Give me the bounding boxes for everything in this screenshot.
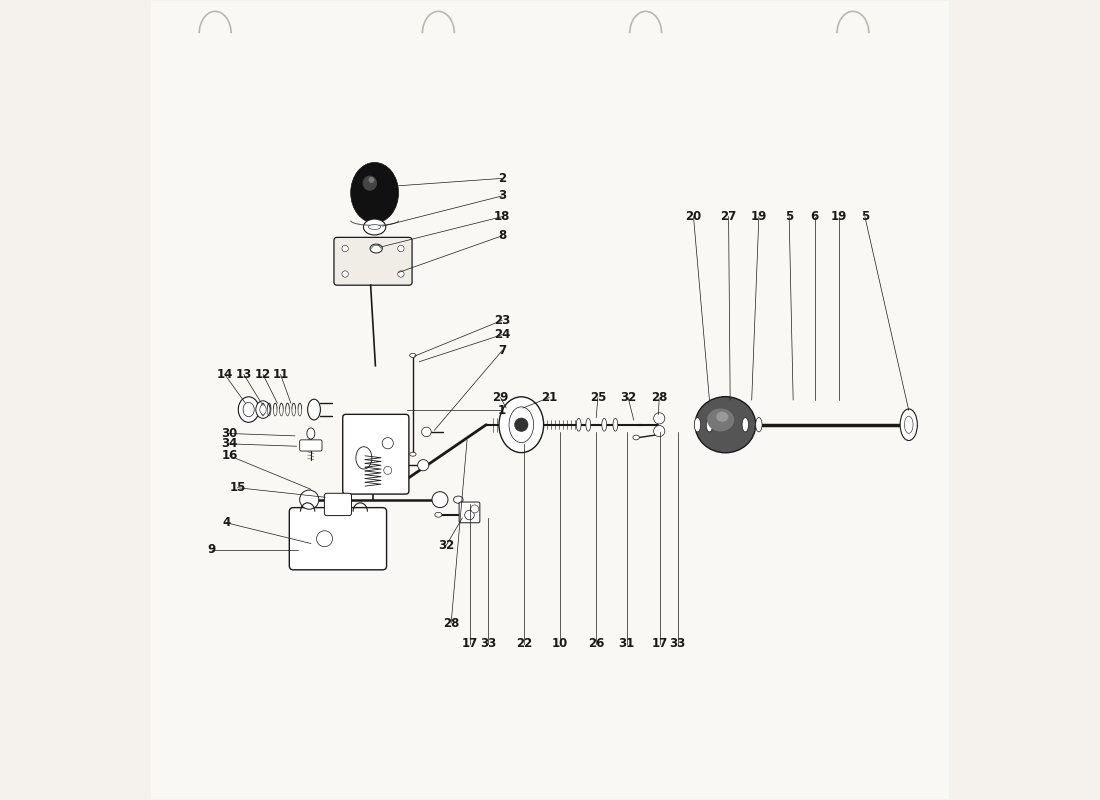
Text: 18: 18 — [494, 210, 510, 223]
Text: 31: 31 — [618, 638, 635, 650]
Circle shape — [317, 530, 332, 546]
Ellipse shape — [243, 402, 254, 417]
Ellipse shape — [363, 175, 377, 190]
Circle shape — [464, 510, 474, 520]
Text: 27: 27 — [720, 210, 737, 223]
Ellipse shape — [307, 428, 315, 439]
Text: 29: 29 — [493, 391, 509, 404]
Ellipse shape — [239, 397, 258, 422]
Text: 32: 32 — [620, 391, 636, 404]
Ellipse shape — [363, 219, 386, 235]
Ellipse shape — [260, 405, 266, 414]
Ellipse shape — [351, 162, 398, 223]
Ellipse shape — [368, 177, 374, 183]
Circle shape — [342, 271, 349, 278]
Ellipse shape — [602, 418, 606, 431]
Circle shape — [418, 460, 429, 470]
Text: 30: 30 — [221, 427, 238, 440]
Ellipse shape — [308, 399, 320, 420]
Text: 33: 33 — [670, 638, 685, 650]
Ellipse shape — [370, 244, 383, 253]
Text: 2: 2 — [498, 172, 506, 185]
Text: 17: 17 — [652, 638, 668, 650]
Ellipse shape — [453, 496, 463, 503]
Circle shape — [432, 492, 448, 508]
Circle shape — [384, 466, 392, 474]
Text: 1: 1 — [498, 404, 506, 417]
Text: 17: 17 — [462, 638, 478, 650]
Circle shape — [653, 426, 664, 437]
Ellipse shape — [756, 418, 762, 432]
Circle shape — [382, 438, 394, 449]
Ellipse shape — [632, 435, 639, 440]
Text: 16: 16 — [221, 450, 238, 462]
Text: 21: 21 — [541, 391, 558, 404]
Text: 9: 9 — [208, 543, 216, 556]
Ellipse shape — [742, 418, 748, 432]
FancyBboxPatch shape — [334, 238, 412, 286]
Ellipse shape — [706, 418, 713, 432]
Circle shape — [421, 427, 431, 437]
Text: 33: 33 — [480, 638, 496, 650]
Text: 10: 10 — [551, 638, 568, 650]
Text: 5: 5 — [861, 210, 869, 223]
Ellipse shape — [434, 513, 442, 517]
Ellipse shape — [613, 418, 618, 431]
Ellipse shape — [586, 418, 591, 431]
Ellipse shape — [900, 409, 917, 441]
Circle shape — [299, 490, 319, 510]
Ellipse shape — [904, 416, 913, 434]
Ellipse shape — [368, 225, 381, 230]
Circle shape — [515, 418, 528, 431]
Ellipse shape — [409, 452, 416, 456]
Text: 34: 34 — [221, 438, 238, 450]
Text: 23: 23 — [494, 314, 510, 326]
Text: 13: 13 — [235, 368, 252, 381]
Text: 11: 11 — [273, 368, 288, 381]
Text: 24: 24 — [494, 328, 510, 341]
Text: 25: 25 — [590, 391, 606, 404]
FancyBboxPatch shape — [324, 494, 352, 515]
Text: 22: 22 — [516, 638, 532, 650]
Text: 8: 8 — [498, 230, 506, 242]
Text: 32: 32 — [438, 538, 454, 551]
Text: 3: 3 — [498, 190, 506, 202]
Ellipse shape — [409, 354, 416, 358]
Text: 14: 14 — [217, 368, 233, 381]
Ellipse shape — [694, 418, 701, 432]
Text: 26: 26 — [588, 638, 604, 650]
Text: 12: 12 — [255, 368, 271, 381]
Ellipse shape — [499, 397, 543, 453]
Ellipse shape — [716, 412, 728, 422]
FancyBboxPatch shape — [459, 502, 480, 522]
Circle shape — [398, 271, 404, 278]
Text: 19: 19 — [750, 210, 767, 223]
Circle shape — [471, 505, 478, 513]
Ellipse shape — [576, 418, 581, 431]
Text: 15: 15 — [229, 481, 245, 494]
FancyBboxPatch shape — [343, 414, 409, 494]
Text: 4: 4 — [222, 516, 231, 530]
Circle shape — [653, 413, 664, 424]
Text: 19: 19 — [830, 210, 847, 223]
FancyBboxPatch shape — [289, 508, 386, 570]
Circle shape — [342, 246, 349, 252]
Ellipse shape — [256, 401, 271, 418]
Ellipse shape — [509, 407, 534, 442]
Ellipse shape — [695, 397, 756, 453]
Ellipse shape — [707, 409, 734, 431]
Text: 28: 28 — [651, 391, 668, 404]
Text: 20: 20 — [685, 210, 702, 223]
Text: 6: 6 — [811, 210, 818, 223]
Circle shape — [398, 246, 404, 252]
Text: 7: 7 — [498, 344, 506, 357]
FancyBboxPatch shape — [299, 440, 322, 451]
Text: 5: 5 — [785, 210, 793, 223]
Text: 28: 28 — [443, 617, 460, 630]
